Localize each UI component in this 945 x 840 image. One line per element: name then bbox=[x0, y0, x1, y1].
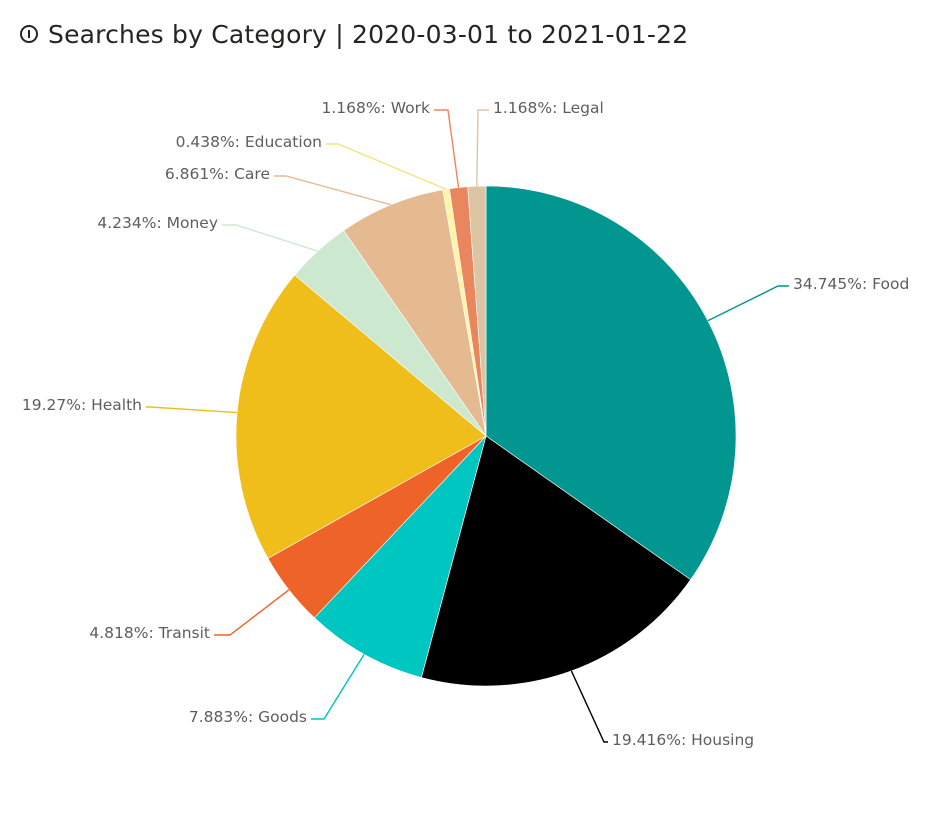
leader-line-legal bbox=[476, 109, 489, 187]
pie-slice-care[interactable] bbox=[343, 189, 487, 437]
leader-line-money bbox=[222, 224, 318, 252]
leader-line-work bbox=[434, 109, 460, 188]
data-label-transit: 4.818%: Transit bbox=[89, 624, 210, 642]
data-label-care: 6.861%: Care bbox=[165, 165, 270, 183]
chart-title: Searches by Category | 2020-03-01 to 202… bbox=[48, 19, 689, 49]
leader-line-education bbox=[326, 143, 447, 190]
leader-line-transit bbox=[214, 589, 290, 636]
data-label-education: 0.438%: Education bbox=[176, 133, 322, 151]
data-label-money: 4.234%: Money bbox=[97, 214, 218, 232]
data-label-goods: 7.883%: Goods bbox=[189, 708, 307, 726]
pie-slice-health[interactable] bbox=[235, 274, 487, 559]
data-label-housing: 19.416%: Housing bbox=[612, 731, 754, 749]
chart-header: Searches by Category | 2020-03-01 to 202… bbox=[20, 16, 688, 52]
leader-line-food bbox=[707, 285, 789, 322]
pie-slice-legal[interactable] bbox=[467, 185, 487, 437]
leader-line-care bbox=[274, 175, 392, 206]
data-label-health: 19.27%: Health bbox=[22, 396, 142, 414]
info-icon[interactable] bbox=[20, 25, 38, 43]
data-label-legal: 1.168%: Legal bbox=[493, 99, 604, 117]
data-label-food: 34.745%: Food bbox=[793, 275, 909, 293]
leader-line-housing bbox=[570, 670, 608, 743]
leader-line-health bbox=[146, 406, 238, 414]
leader-line-goods bbox=[311, 653, 365, 720]
data-label-work: 1.168%: Work bbox=[322, 99, 431, 117]
